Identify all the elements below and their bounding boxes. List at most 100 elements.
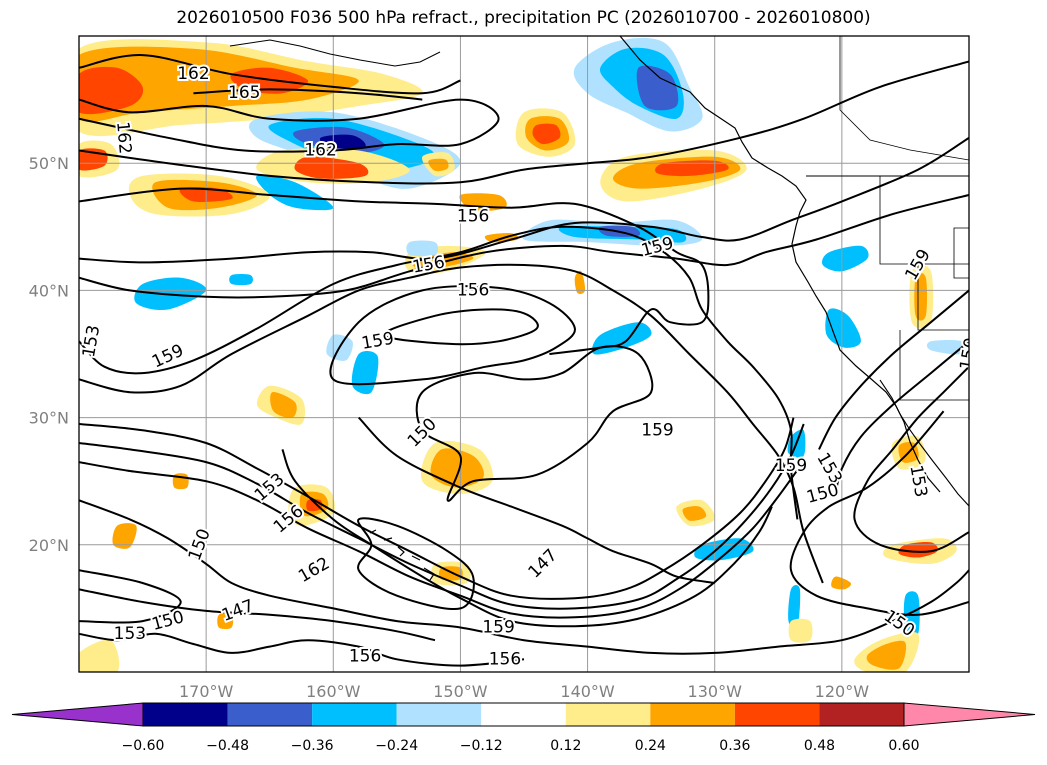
contour-line-153 [79, 194, 969, 299]
colorbar-tick-label: 0.24 [635, 738, 666, 754]
x-tick-label: 120°W [815, 682, 870, 701]
contour-label: 162 [295, 553, 333, 587]
contour-line-147 [79, 588, 436, 642]
chart-title: 2026010500 F036 500 hPa refract., precip… [176, 8, 871, 28]
contour-label: 153 [905, 463, 930, 498]
precip-fill-patch [825, 308, 861, 348]
precip-fill-patch [229, 274, 253, 286]
contour-label: 153 [79, 324, 104, 359]
border-states [839, 36, 969, 440]
precip-fill-patch [682, 506, 707, 521]
precip-fill-patch [294, 156, 369, 179]
coastline-hawaii [369, 529, 435, 581]
contour-line-147 [357, 416, 715, 584]
contour-label: 150 [185, 526, 215, 563]
contour-line-156 [79, 423, 805, 610]
colorbar-segment [312, 703, 397, 726]
x-tick-label: 130°W [688, 682, 743, 701]
y-tick-label: 40°N [29, 281, 69, 300]
colorbar-segment [481, 703, 566, 726]
precip-fill-patch [532, 123, 561, 145]
precip-fill-patch [217, 613, 234, 630]
coastline-islands [229, 39, 441, 67]
contour-line-150 [789, 410, 969, 616]
contour-line-153 [853, 366, 969, 553]
contour-label: 150 [150, 607, 187, 635]
precip-fill-patch [898, 541, 938, 558]
precip-fill-patch [79, 66, 144, 115]
y-tick-label: 50°N [29, 154, 69, 173]
x-tick-label: 160°W [306, 682, 361, 701]
contour-label: 156 [457, 280, 489, 300]
contour-label: 159 [360, 329, 395, 354]
contour-line-156 [357, 517, 475, 611]
precip-fill-patch [112, 523, 137, 549]
colorbar-segment [227, 703, 313, 726]
contour-line-150 [415, 345, 654, 502]
colorbar-tick-label: −0.12 [460, 738, 503, 754]
contour-label: 156 [411, 252, 446, 277]
contour-label: 156 [489, 649, 521, 669]
contour-label: 159 [482, 617, 514, 637]
precip-fill-patch [866, 640, 907, 670]
colorbar-outline [142, 702, 905, 727]
precip-fill-patch [788, 584, 801, 630]
precip-fill-patch [79, 639, 120, 672]
contour-label: 156 [457, 207, 489, 227]
precip-fill-patch [655, 160, 729, 177]
x-tick-label: 170°W [179, 682, 234, 701]
contour-line-156 [834, 340, 969, 495]
y-tick-label: 30°N [29, 409, 69, 428]
colorbar-tick-label: −0.36 [291, 738, 334, 754]
contour-label: 159 [641, 420, 673, 440]
precip-fill-patch [822, 245, 869, 272]
colorbar-segment [143, 703, 228, 726]
contour-line-153 [329, 285, 576, 386]
precip-fill-patch [406, 240, 439, 257]
precip-fill-patch [831, 576, 852, 590]
contour-label: 162 [177, 64, 209, 84]
colorbar-segment [819, 703, 904, 726]
contour-line-159 [79, 60, 969, 185]
contour-line-159 [383, 308, 539, 346]
precip-fill-patch [914, 272, 928, 321]
contour-label: 153 [114, 624, 146, 644]
contour-line-156 [79, 225, 799, 520]
contour-line-159 [818, 289, 969, 450]
precip-fill-patch [788, 618, 813, 643]
contour-label: 159 [775, 456, 807, 476]
precip-fill-patch [270, 392, 297, 418]
contour-line-165 [193, 88, 423, 101]
colorbar-tick-label: −0.48 [206, 738, 249, 754]
x-tick-label: 150°W [433, 682, 488, 701]
colorbar-segment [650, 703, 735, 726]
contour-line-159 [79, 461, 803, 619]
colorbar-segment [565, 703, 651, 726]
precip-fill-patch [430, 448, 485, 488]
contour-line-162 [79, 54, 461, 95]
colorbar-tick-label: 0.60 [888, 738, 919, 754]
contour-line-162 [79, 98, 500, 153]
contour-line-153 [79, 632, 525, 667]
colorbar-tick-label: 0.48 [804, 738, 835, 754]
contour-label: 147 [219, 596, 256, 626]
contour-line-162 [281, 449, 773, 628]
colorbar-tick-label: −0.24 [375, 738, 418, 754]
colorbar-extend-low [11, 702, 144, 727]
precip-fill-patch [428, 158, 449, 172]
contour-label: 156 [349, 647, 381, 667]
axis-ticks: 170°W 160°W 150°W 140°W 130°W 120°W 20°N 30°N 40… [29, 154, 870, 701]
colorbar-tick-label: 0.36 [719, 738, 750, 754]
precip-fill-patch [79, 46, 359, 122]
contour-line-150 [79, 569, 182, 624]
x-tick-label: 140°W [560, 682, 615, 701]
contour-label: 147 [525, 545, 562, 582]
precip-fill-patch [574, 270, 586, 295]
contour-line-159 [79, 263, 824, 584]
contour-label: 162 [112, 121, 135, 155]
precip-fill-patch [903, 591, 920, 636]
y-tick-label: 20°N [29, 536, 69, 555]
colorbar-tick-label: 0.12 [550, 738, 581, 754]
